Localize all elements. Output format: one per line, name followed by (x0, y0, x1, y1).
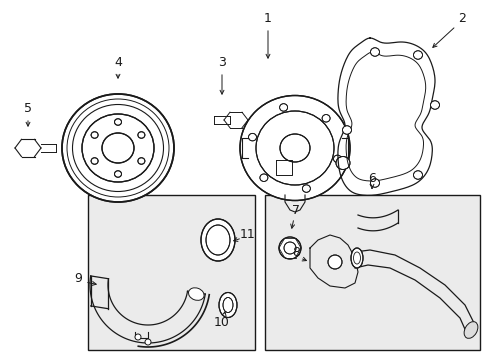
Text: 9: 9 (74, 271, 82, 284)
Ellipse shape (114, 171, 121, 177)
Ellipse shape (370, 48, 379, 56)
Ellipse shape (327, 255, 341, 269)
Ellipse shape (138, 132, 144, 138)
Ellipse shape (302, 185, 310, 192)
Text: 5: 5 (24, 102, 32, 114)
Text: 11: 11 (240, 229, 255, 242)
Ellipse shape (240, 95, 349, 201)
Ellipse shape (223, 297, 232, 312)
Ellipse shape (413, 51, 422, 59)
Ellipse shape (335, 157, 349, 170)
Ellipse shape (280, 134, 309, 162)
Ellipse shape (138, 158, 144, 164)
Ellipse shape (279, 104, 287, 111)
Ellipse shape (370, 179, 379, 187)
Text: 2: 2 (457, 12, 465, 24)
Ellipse shape (91, 158, 98, 164)
Ellipse shape (219, 292, 237, 318)
Ellipse shape (62, 94, 174, 202)
Ellipse shape (279, 237, 301, 259)
Text: 7: 7 (291, 203, 299, 216)
Text: 1: 1 (264, 12, 271, 24)
Ellipse shape (102, 133, 134, 163)
Text: 10: 10 (214, 315, 229, 328)
Ellipse shape (413, 171, 422, 179)
Ellipse shape (353, 252, 360, 264)
Ellipse shape (248, 133, 256, 141)
Ellipse shape (256, 111, 333, 185)
Text: 4: 4 (114, 55, 122, 68)
Ellipse shape (333, 155, 341, 163)
Ellipse shape (429, 101, 439, 109)
Ellipse shape (91, 132, 98, 138)
Ellipse shape (322, 114, 329, 122)
Text: 8: 8 (291, 246, 299, 258)
Ellipse shape (135, 334, 141, 340)
Ellipse shape (350, 248, 362, 268)
Text: 3: 3 (218, 55, 225, 68)
Ellipse shape (82, 114, 154, 182)
Ellipse shape (145, 339, 151, 345)
Ellipse shape (114, 119, 121, 125)
Bar (88, 195, 254, 350)
Ellipse shape (188, 288, 203, 300)
Bar (264, 195, 479, 350)
Ellipse shape (463, 321, 477, 338)
Ellipse shape (284, 242, 295, 254)
Ellipse shape (342, 126, 351, 134)
Ellipse shape (259, 174, 267, 181)
Ellipse shape (205, 225, 229, 255)
Ellipse shape (201, 219, 235, 261)
Text: 6: 6 (367, 171, 375, 185)
